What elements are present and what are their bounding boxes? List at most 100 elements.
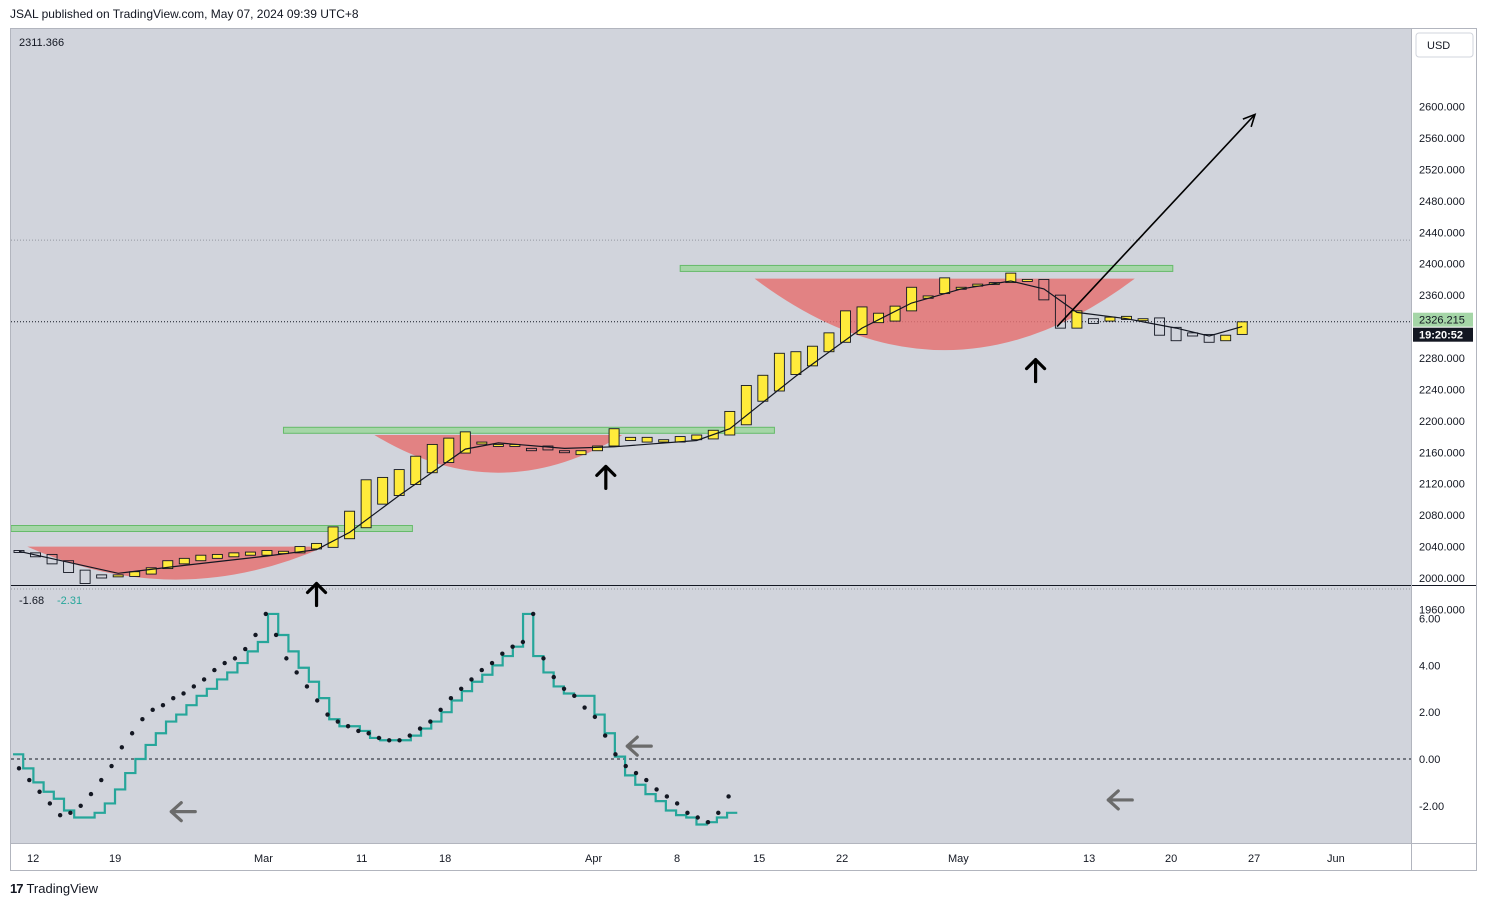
- oscillator-dot: [160, 702, 166, 708]
- oscillator-dot: [500, 651, 505, 656]
- oscillator-value-2: -2.31: [57, 595, 82, 607]
- oscillator-dot: [150, 707, 155, 713]
- price-tick-label: 2080.000: [1419, 510, 1465, 522]
- oscillator-dot: [726, 794, 731, 799]
- footer-brand-label: TradingView: [26, 881, 99, 896]
- oscillator-value-1: -1.68: [19, 595, 44, 607]
- oscillator-dot: [273, 632, 279, 638]
- price-tick-label: 2440.000: [1419, 227, 1465, 239]
- up-arrow-icon: [1024, 357, 1047, 384]
- candle: [806, 345, 818, 367]
- candle: [63, 560, 75, 573]
- oscillator-dot: [510, 644, 515, 649]
- oscillator-dot: [109, 763, 114, 769]
- price-tick-label: 1960.000: [1419, 604, 1465, 616]
- candle: [79, 569, 91, 584]
- candle: [1087, 318, 1099, 324]
- oscillator-dot: [685, 810, 690, 816]
- candle: [1203, 333, 1215, 343]
- resistance-level: [282, 426, 775, 434]
- price-tick-label: 2520.000: [1419, 164, 1465, 176]
- price-tick-label: 2160.000: [1419, 447, 1465, 459]
- oscillator-dot: [561, 686, 567, 691]
- left-arrow-icon: [169, 801, 197, 823]
- oscillator-dot: [201, 677, 207, 682]
- oscillator-dot: [417, 726, 423, 731]
- candle: [30, 552, 41, 558]
- time-tick-label: 20: [1165, 853, 1177, 865]
- projection-arrow-head-icon: [1242, 113, 1257, 128]
- up-arrow-icon: [305, 581, 328, 608]
- oscillator-dot: [664, 794, 670, 799]
- oscillator-dot: [263, 611, 269, 617]
- candle: [1187, 332, 1199, 337]
- oscillator-dot: [222, 660, 227, 666]
- tradingview-logo-icon: 17: [10, 881, 24, 896]
- candle: [575, 450, 587, 456]
- oscillator-dot: [644, 777, 649, 783]
- oscillator-dot: [57, 812, 63, 818]
- oscillator-dot: [140, 717, 145, 722]
- oscillator-dot: [448, 695, 454, 701]
- candle: [592, 445, 603, 452]
- oscillator-dot: [99, 777, 104, 783]
- oscillator-dot: [191, 684, 197, 689]
- oscillator-dot: [551, 674, 556, 680]
- candle: [757, 374, 769, 402]
- candle: [410, 455, 422, 485]
- price-tick-label: 2040.000: [1419, 542, 1465, 554]
- price-tick-label: 2240.000: [1419, 384, 1465, 396]
- candle: [1170, 326, 1182, 342]
- oscillator-dot: [37, 789, 42, 794]
- candle: [856, 306, 868, 335]
- top-left-value: 2311.366: [19, 37, 64, 49]
- oscillator-dot: [129, 731, 135, 736]
- oscillator-dot: [572, 693, 577, 699]
- oscillator-dot: [705, 819, 711, 825]
- oscillator-dot: [716, 810, 721, 816]
- candle: [145, 567, 157, 575]
- countdown-badge: [1413, 327, 1473, 342]
- oscillator-dot: [530, 611, 536, 617]
- price-tick-label: 2280.000: [1419, 353, 1465, 365]
- oscillator-dot: [469, 677, 474, 682]
- resistance-level: [11, 525, 413, 532]
- candle: [525, 447, 537, 452]
- projection-arrow: [1056, 113, 1256, 328]
- price-tick-label: 2000.000: [1419, 573, 1465, 585]
- oscillator-dot: [315, 698, 320, 703]
- time-tick-label: 19: [109, 853, 121, 865]
- oscillator-dot: [654, 787, 659, 792]
- candle: [1104, 316, 1116, 322]
- oscillator-dot: [438, 707, 443, 713]
- price-tick-label: 2600.000: [1419, 102, 1465, 114]
- time-tick-label: 15: [753, 853, 765, 865]
- oscillator-dot: [304, 684, 310, 689]
- oscillator-tick-label: -2.00: [1419, 801, 1444, 813]
- candle: [1071, 310, 1083, 329]
- oscillator-dot: [479, 667, 484, 673]
- candle: [178, 557, 190, 565]
- oscillator-dot: [181, 691, 186, 696]
- candle: [261, 550, 273, 556]
- candle: [476, 441, 488, 445]
- candle: [112, 574, 124, 578]
- moving-average-line: [18, 280, 1243, 574]
- candle: [939, 277, 951, 295]
- price-tick-label: 2200.000: [1419, 416, 1465, 428]
- oscillator-dot: [633, 770, 639, 776]
- candle: [443, 437, 455, 463]
- oscillator-dot: [68, 810, 73, 816]
- candle: [1038, 278, 1050, 301]
- oscillator-dot: [345, 724, 351, 729]
- time-tick-label: Jun: [1327, 853, 1345, 865]
- candle: [228, 552, 240, 558]
- oscillator-dot: [232, 656, 238, 661]
- chart-frame[interactable]: 2311.366 USD 2600.000 2560.000 2520.000 2480.…: [10, 28, 1477, 871]
- publish-info: JSAL published on TradingView.com, May 0…: [10, 7, 359, 21]
- candle: [96, 574, 108, 579]
- chart-canvas[interactable]: 2311.366 USD 2600.000 2560.000 2520.000 2480.…: [11, 29, 1476, 870]
- candle: [658, 439, 670, 443]
- oscillator-dot: [16, 766, 22, 771]
- candle: [1137, 318, 1149, 322]
